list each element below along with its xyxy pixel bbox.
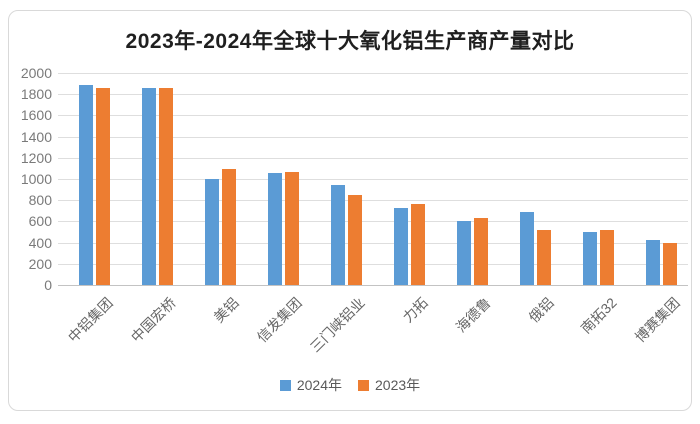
bar-2024年 — [205, 179, 219, 285]
y-tick-label: 0 — [44, 277, 52, 293]
legend-swatch-icon — [358, 379, 369, 391]
bar-2023年 — [159, 87, 173, 285]
bar-2024年 — [79, 84, 93, 285]
gridline — [58, 115, 688, 117]
y-tick-label: 1800 — [20, 86, 52, 103]
y-tick-label: 800 — [28, 192, 52, 209]
gridline — [58, 73, 688, 74]
bar-2024年 — [457, 220, 471, 285]
y-tick-label: 200 — [28, 255, 52, 272]
bar-2024年 — [583, 232, 597, 285]
bar-2024年 — [394, 207, 408, 285]
y-tick-label: 400 — [28, 234, 52, 251]
bar-2023年 — [222, 169, 236, 285]
bar-2023年 — [663, 242, 677, 285]
y-tick-label: 1200 — [20, 149, 52, 166]
bar-2023年 — [348, 194, 362, 285]
bar-2023年 — [96, 87, 110, 285]
bar-2023年 — [411, 203, 425, 285]
legend: 2024年 2023年 — [9, 375, 691, 395]
y-tick-label: 1600 — [20, 107, 52, 124]
bar-2024年 — [268, 172, 282, 285]
legend-item-2023年: 2023年 — [358, 375, 420, 395]
gridline — [58, 285, 688, 286]
y-tick-label: 1000 — [20, 171, 52, 187]
bar-2024年 — [520, 212, 534, 285]
gridline — [58, 136, 688, 138]
bar-2024年 — [331, 185, 345, 285]
legend-item-2024年: 2024年 — [279, 375, 342, 395]
bar-2023年 — [537, 230, 551, 285]
chart-title: 2023年-2024年全球十大氧化铝生产商产量对比 — [125, 30, 575, 53]
chart-card: 2023年-2024年全球十大氧化铝生产商产量对比 0 200 400 600 800 1… — [8, 10, 692, 411]
plot-area — [58, 73, 688, 286]
gridline — [58, 179, 688, 180]
y-tick-label: 2000 — [20, 65, 52, 81]
gridline — [58, 242, 688, 244]
bar-2023年 — [474, 218, 488, 285]
gridline — [58, 157, 688, 159]
legend-label: 2024年 — [296, 377, 342, 393]
gridline — [58, 221, 688, 223]
y-tick-label: 600 — [28, 213, 52, 230]
bar-2023年 — [285, 171, 299, 285]
gridline — [58, 200, 688, 202]
y-tick-label: 1400 — [20, 128, 52, 145]
legend-label: 2023年 — [375, 377, 421, 393]
gridline — [58, 94, 688, 96]
gridline — [58, 263, 688, 265]
bar-2024年 — [646, 239, 660, 285]
bar-2024年 — [142, 87, 156, 285]
legend-swatch-icon — [279, 379, 291, 391]
bar-2023年 — [600, 230, 614, 285]
